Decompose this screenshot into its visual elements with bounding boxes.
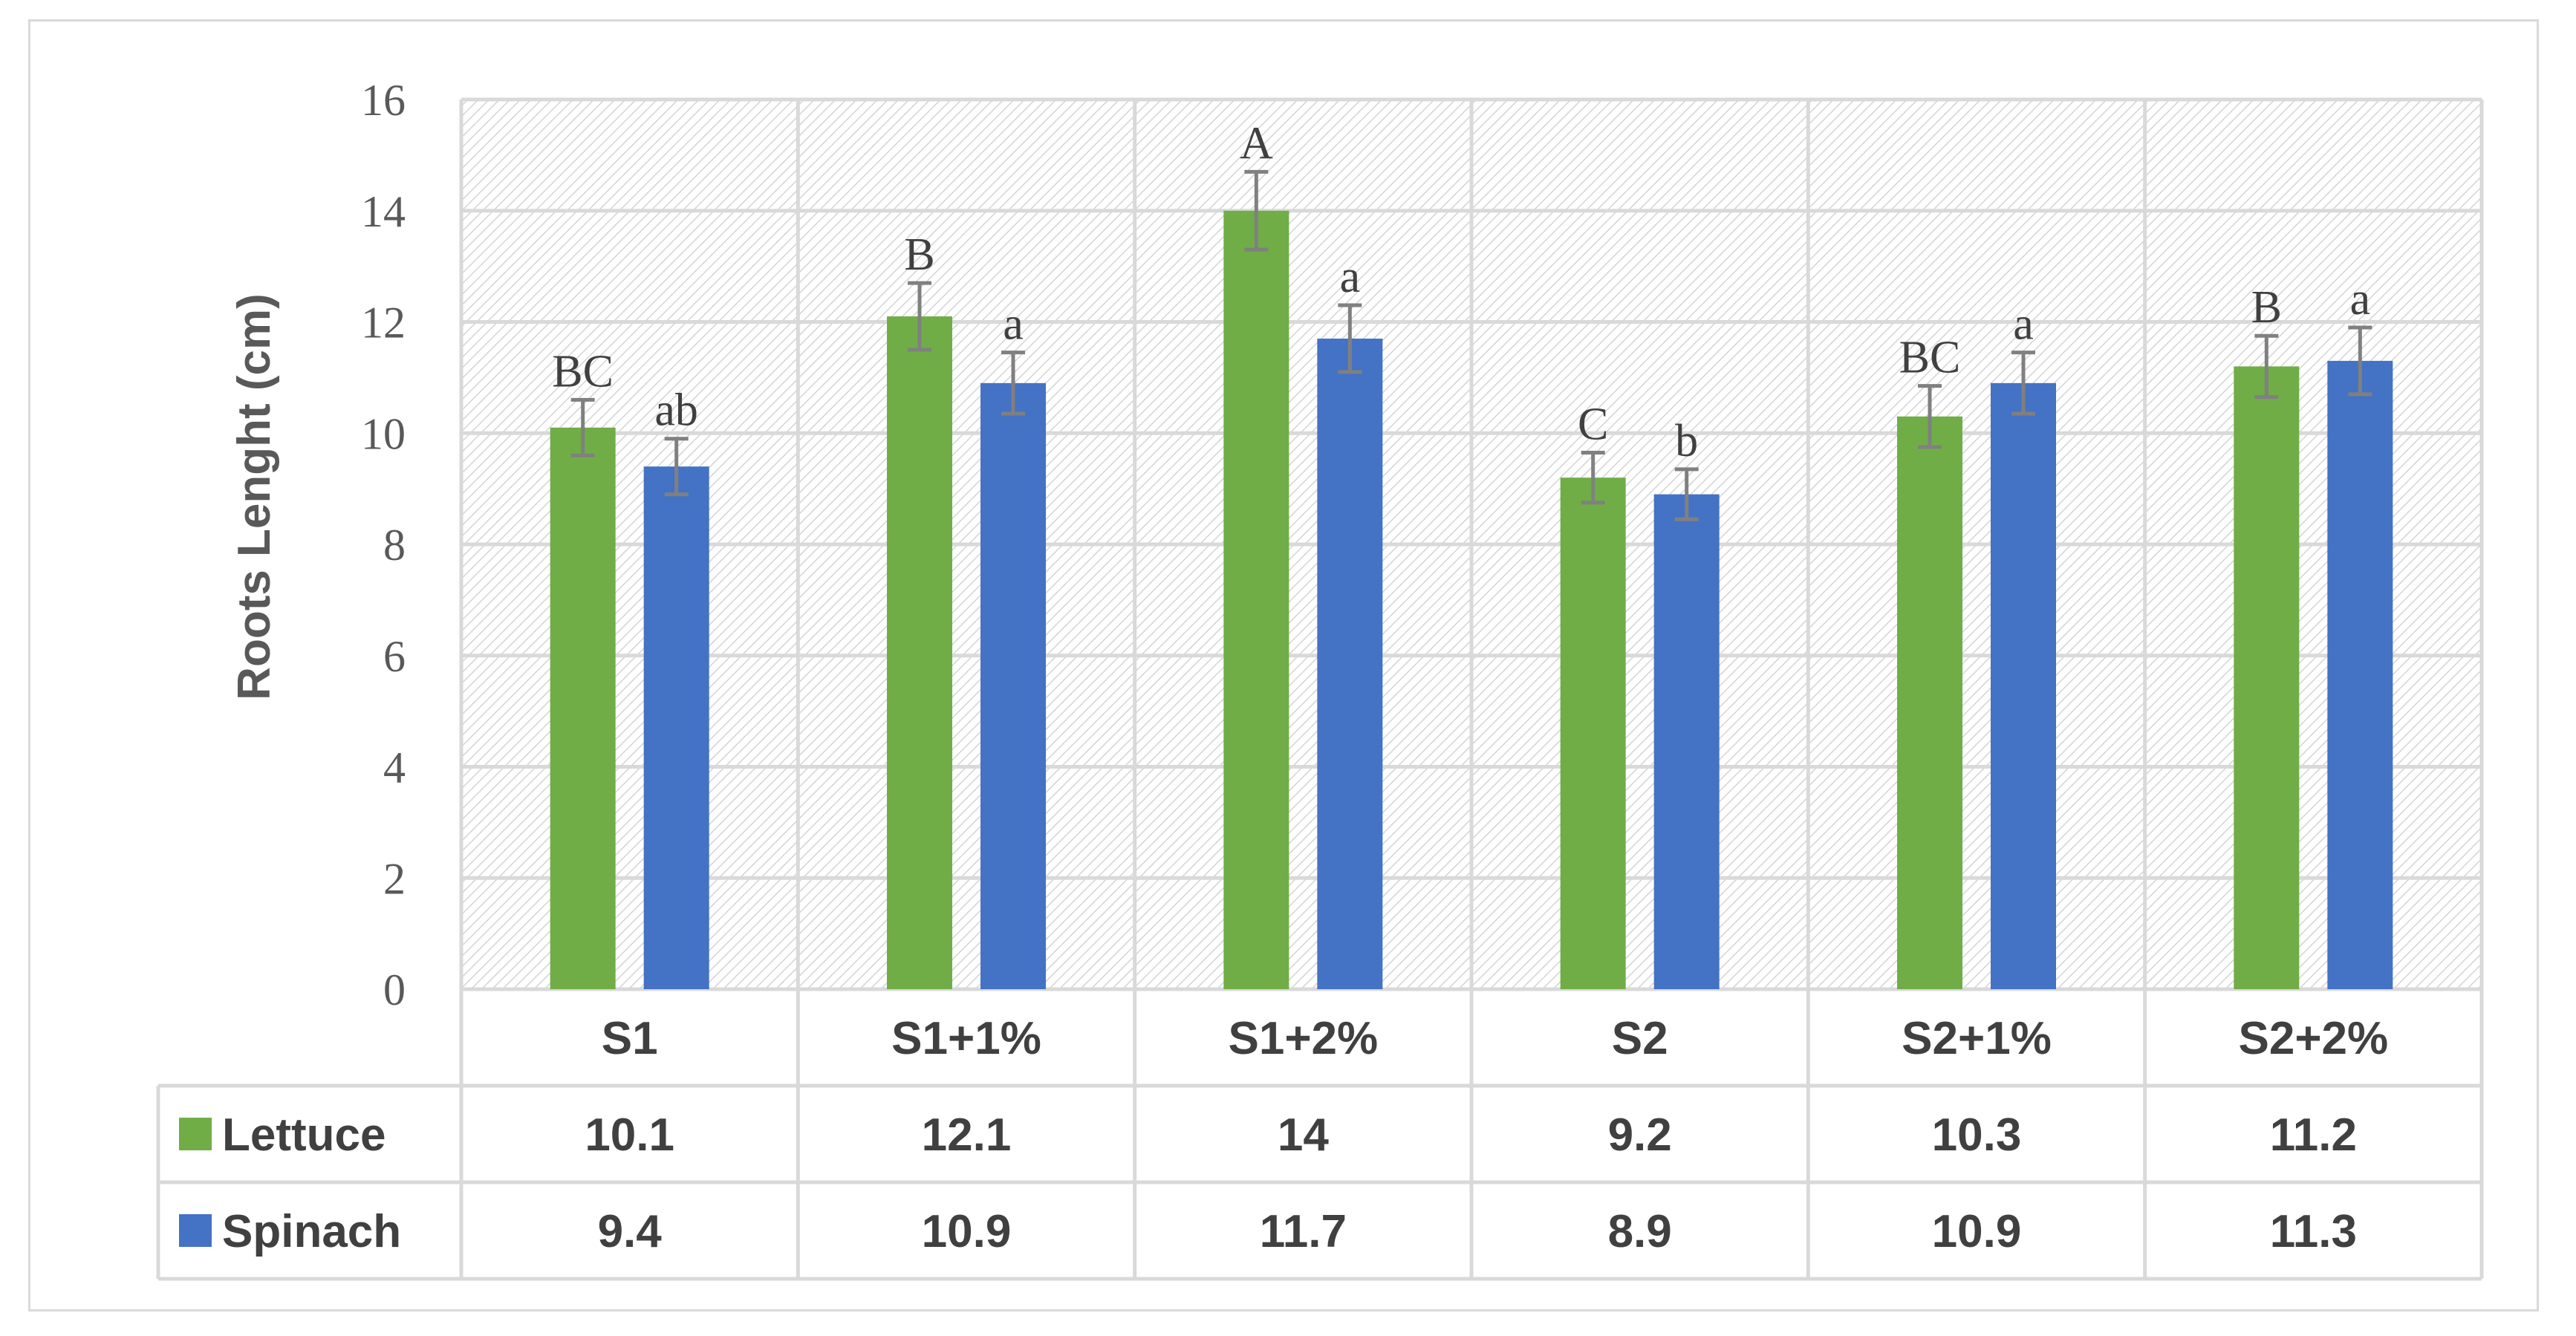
bar-spinach-S2+2% [2327,360,2393,990]
y-tick-label-0: 0 [383,965,406,1014]
bar-lettuce-S2 [1560,478,1626,989]
significance-letter: BC [552,346,614,397]
legend-label-lettuce: Lettuce [222,1109,386,1161]
table-cell-value: 12.1 [922,1109,1012,1161]
significance-letter: BC [1899,333,1961,383]
category-label: S1 [602,1013,658,1064]
legend-swatch-spinach [179,1214,212,1247]
error-bars [570,169,2372,521]
table-cell-value: 10.3 [1932,1109,2022,1161]
table-cell-value: 11.7 [1260,1206,1347,1257]
bar-lettuce-S2+2% [2234,366,2300,989]
bar-spinach-S1 [643,466,709,989]
y-tick-label-16: 16 [361,76,406,125]
legend-swatch-lettuce [179,1118,212,1150]
table-cell-value: 9.4 [598,1206,663,1257]
y-tick-label-14: 14 [361,187,406,236]
significance-letter: a [2013,299,2034,350]
y-tick-label-8: 8 [383,521,406,570]
bar-lettuce-S1+2% [1223,210,1289,989]
table-cell-value: 10.9 [922,1206,1012,1257]
category-label: S2+1% [1902,1013,2052,1064]
bar-spinach-S1+1% [980,382,1046,989]
table-cell-value: 14 [1278,1109,1329,1161]
significance-letter: B [2251,282,2282,333]
bar-spinach-S2 [1653,494,1720,989]
bar-lettuce-S2+1% [1897,416,1962,989]
data-table: S1 S1+1% S1+2% S2 S2+1% S2+2% Lettuce 10.1 12.1 1… [156,989,2484,1281]
table-cell-value: 9.2 [1608,1109,1672,1161]
significance-letter: b [1675,416,1698,466]
category-label: S1+2% [1229,1013,1379,1064]
table-cell-value: 10.1 [585,1109,674,1161]
y-tick-label-12: 12 [361,299,406,348]
bars [550,210,2393,990]
y-tick-label-2: 2 [383,854,406,903]
bar-lettuce-S1+1% [887,316,952,989]
y-axis: 0 2 4 6 8 10 12 14 16 [361,76,406,1014]
y-tick-label-10: 10 [361,409,406,458]
significance-letter: B [904,229,934,280]
table-cell-value: 10.9 [1932,1206,2022,1257]
category-label: S2+2% [2239,1013,2389,1064]
table-cell-value: 11.3 [2270,1206,2357,1257]
table-cell-value: 8.9 [1608,1206,1672,1257]
significance-letter: A [1240,118,1273,169]
significance-letter: a [1003,299,1024,350]
significance-letter: a [2350,274,2371,325]
table-cell-value: 11.2 [2270,1109,2357,1161]
y-axis-title: Roots Lenght (cm) [229,293,280,700]
bar-lettuce-S1 [550,427,616,989]
y-tick-label-6: 6 [383,632,406,681]
legend-label-spinach: Spinach [222,1206,401,1257]
y-tick-label-4: 4 [383,743,406,792]
bar-spinach-S1+2% [1317,338,1383,989]
category-label: S1+1% [891,1013,1041,1064]
significance-letter: C [1578,399,1608,449]
gridlines [459,97,2484,991]
bar-spinach-S2+1% [1991,382,2056,989]
significance-letter: a [1340,252,1361,302]
category-label: S2 [1612,1013,1668,1064]
significance-letter: ab [654,385,698,436]
